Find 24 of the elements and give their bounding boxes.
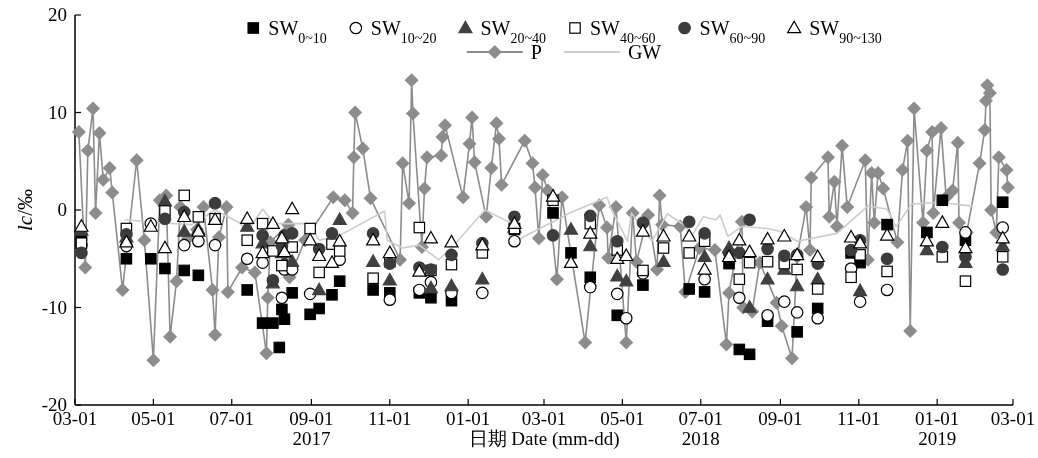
legend-label: SW$_{0~10}$ [268,17,327,46]
x-tick-label: 11-01 [368,408,412,429]
x-tick-label: 05-01 [600,408,645,429]
x-axis-title: 日期 Date (mm-dd) [468,428,620,450]
x-tick-label: 07-01 2018 [678,408,723,449]
x-tick-label: 03-01 [990,408,1036,429]
x-tick-label: 05-01 [131,408,176,429]
legend-label: SW$_{10~20}$ [370,17,437,46]
x-tick-label: 11-01 [837,408,881,429]
x-tick-label: 01-01 2019 [915,408,960,449]
legend-label: SW$_{40~60}$ [590,17,656,46]
y-tick-label: 10 [48,101,67,123]
legend-label: SW$_{90~130}$ [809,17,882,46]
y-tick-label: 0 [57,199,67,220]
y-axis-title: lc/‰ [13,189,37,231]
x-tick-label: 09-01 2017 [289,408,334,449]
legend-label: SW$_{20~40}$ [480,17,546,46]
legend-label: SW$_{60~90}$ [699,17,766,46]
x-tick-label: 03-01 [521,408,567,429]
x-tick-label: 01-01 [446,408,491,429]
y-tick-label: -10 [41,296,67,318]
x-tick-label: 09-01 [758,408,803,429]
x-tick-label: 07-01 [209,408,254,429]
y-tick-label: 20 [48,4,67,25]
